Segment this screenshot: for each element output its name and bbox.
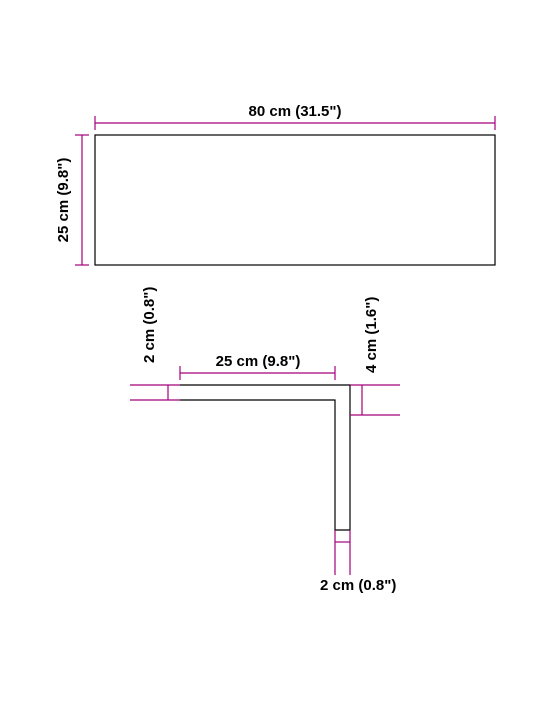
dim-profile-height-4cm: 4 cm (1.6") [350,297,400,415]
dim-height-25cm: 25 cm (9.8") [55,135,89,265]
top-view-rect [95,135,495,265]
dim-profile-width-25cm: 25 cm (9.8") [180,353,335,380]
dim-pw-label: 25 cm (9.8") [216,353,301,370]
dim-ptl-label: 2 cm (0.8") [141,287,158,363]
dim-width-label: 80 cm (31.5") [249,103,342,120]
dim-prh-label: 4 cm (1.6") [363,297,380,373]
dim-height-label: 25 cm (9.8") [55,158,72,243]
profile-view: 25 cm (9.8") 2 cm (0.8") 4 cm (1.6") 2 c… [130,287,400,594]
profile-outline [180,385,350,530]
dim-width-80cm: 80 cm (31.5") [95,103,495,130]
top-view: 80 cm (31.5") 25 cm (9.8") [55,103,495,265]
dim-profile-thk-bot-2cm: 2 cm (0.8") [320,530,396,594]
dim-profile-thk-left-2cm: 2 cm (0.8") [130,287,180,400]
dimension-diagram: 80 cm (31.5") 25 cm (9.8") 25 cm (9.8") … [0,0,540,720]
dim-ptb-label: 2 cm (0.8") [320,577,396,594]
